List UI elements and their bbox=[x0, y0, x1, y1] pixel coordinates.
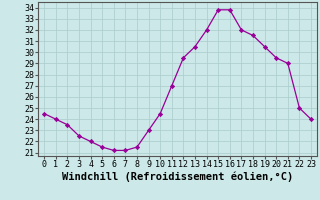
X-axis label: Windchill (Refroidissement éolien,°C): Windchill (Refroidissement éolien,°C) bbox=[62, 172, 293, 182]
